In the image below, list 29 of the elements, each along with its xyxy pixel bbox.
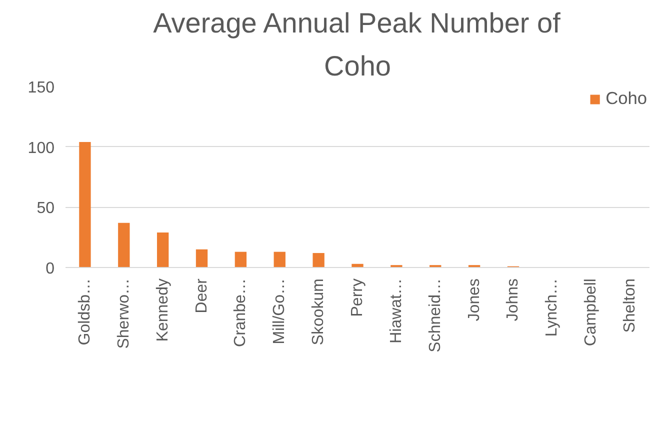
x-tick-label: Jones: [466, 278, 483, 322]
bar: [196, 249, 208, 268]
x-tick-label: Hiawat…: [388, 278, 405, 344]
x-tick-label: Johns: [504, 278, 522, 322]
x-tick-label: Shelton: [622, 278, 639, 333]
x-tick-label: Skookum: [310, 278, 328, 346]
x-tick-label: Mill/Go…: [271, 278, 288, 344]
y-tick-label: 100: [28, 140, 55, 157]
y-tick-label: 50: [36, 200, 55, 218]
y-tick-label: 150: [28, 80, 55, 96]
x-tick-label: Cranbe…: [232, 278, 250, 347]
x-tick-label: Goldsb…: [76, 278, 94, 346]
x-tick-label: Sherwo…: [115, 278, 132, 349]
x-tick-label: Kennedy: [154, 278, 172, 342]
x-tick-label: Perry: [349, 278, 366, 317]
bar: [312, 253, 324, 268]
bar: [274, 252, 286, 268]
x-tick-label: Campbell: [582, 278, 600, 346]
bar: [118, 222, 130, 268]
text: Coho: [324, 50, 391, 82]
bar: [79, 142, 91, 268]
x-tick-label: Schneid…: [426, 278, 444, 352]
bar: [234, 252, 247, 268]
bar: [156, 232, 169, 268]
x-tick-label: Lynch…: [544, 278, 561, 337]
y-tick-label: 0: [46, 260, 55, 278]
legend-label: Coho: [606, 88, 647, 109]
x-tick-label: Deer: [193, 278, 210, 314]
chart-title: Average Annual Peak Number of: [153, 8, 560, 38]
